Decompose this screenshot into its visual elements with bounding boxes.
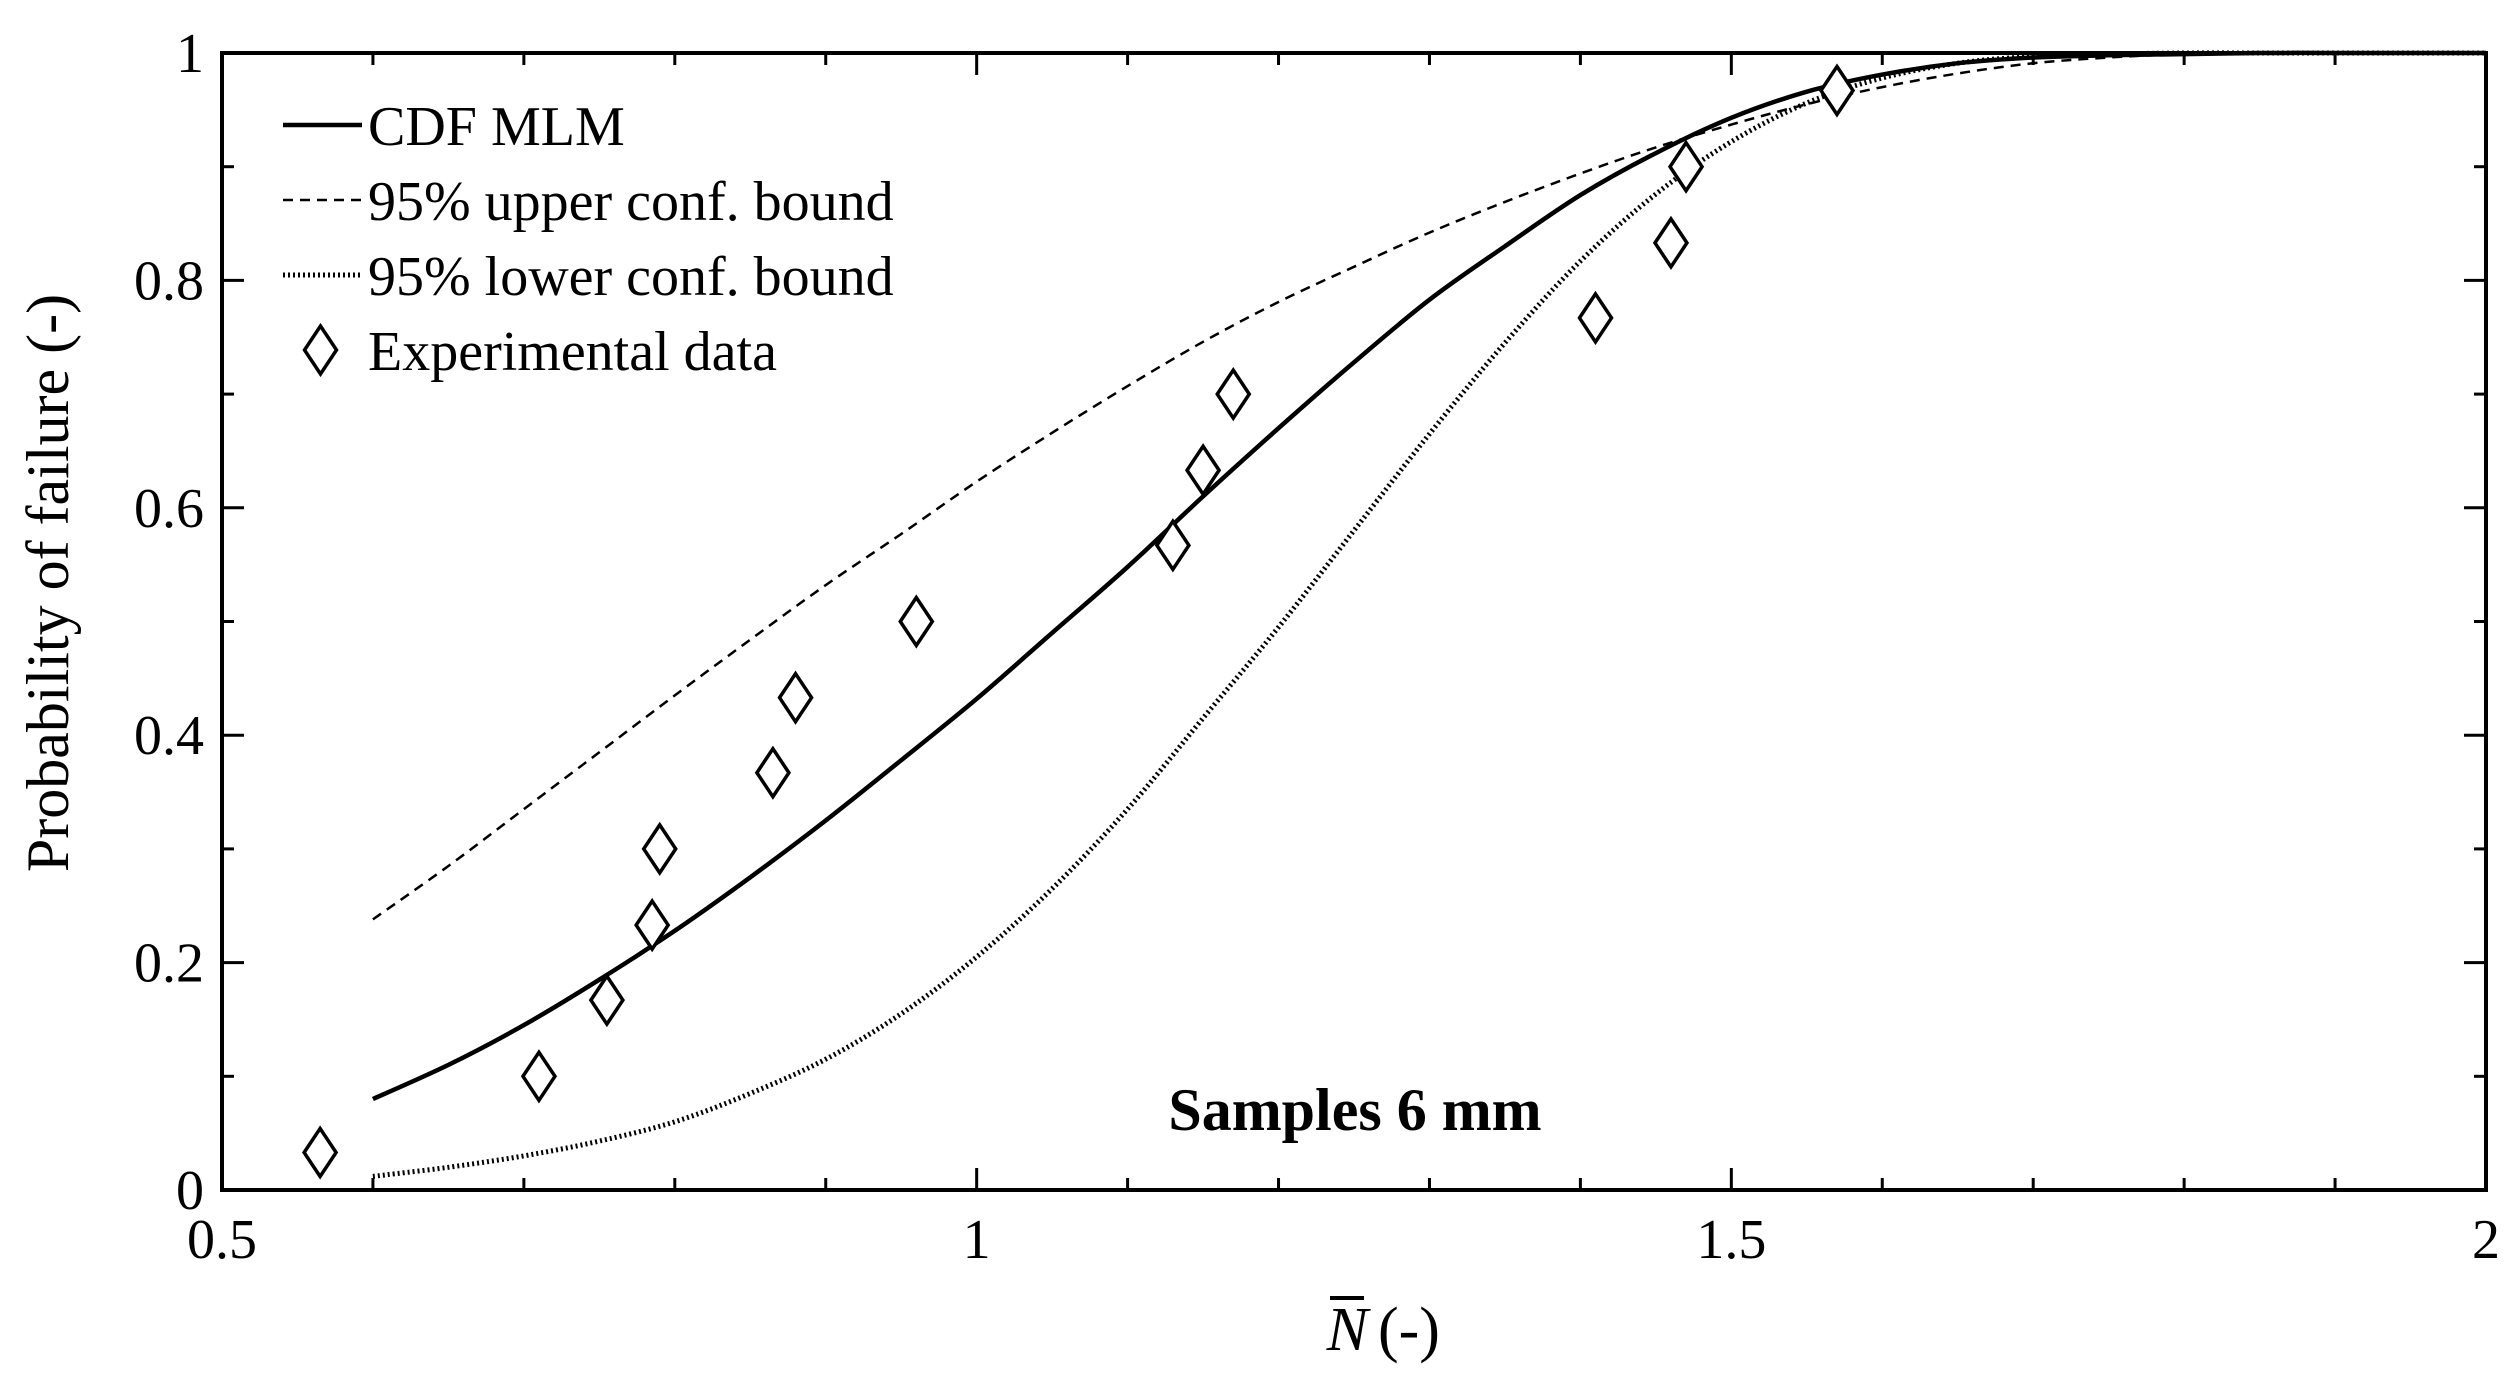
experimental-point	[898, 594, 935, 649]
y-tick-label: 0.8	[134, 250, 204, 312]
experimental-point	[1154, 518, 1191, 573]
legend: CDF MLM 95% upper conf. bound 95% lower co…	[283, 96, 894, 383]
svg-text:N: N	[1326, 1296, 1372, 1364]
experimental-point	[1652, 215, 1690, 271]
x-tick-label: 1.5	[1696, 1209, 1766, 1271]
experimental-point	[520, 1049, 558, 1104]
experimental-point	[754, 745, 792, 800]
y-tick-label: 0.4	[134, 705, 204, 767]
experimental-point	[1667, 139, 1705, 194]
legend-label: CDF MLM	[368, 96, 625, 158]
series-line-dotted	[372, 50, 2486, 1179]
y-tick-label: 0.2	[134, 933, 204, 995]
experimental-point	[302, 1125, 339, 1180]
experimental-point	[1184, 443, 1222, 498]
legend-item: Experimental data	[302, 321, 777, 383]
legend-label: 95% lower conf. bound	[368, 246, 894, 308]
legend-label: 95% upper conf. bound	[368, 171, 894, 233]
y-tick-label: 1	[176, 23, 204, 85]
experimental-point	[641, 821, 678, 877]
x-tick-label: 0.5	[187, 1209, 257, 1271]
experimental-point	[588, 972, 625, 1028]
legend-symbol-diamond	[302, 322, 339, 378]
experimental-point	[1818, 63, 1856, 118]
x-axis-label: N (-)	[1326, 1296, 1440, 1364]
x-tick-label: 2	[2472, 1209, 2500, 1271]
legend-label: Experimental data	[368, 321, 777, 383]
y-axis-label: Probability of failure (-)	[15, 294, 81, 872]
legend-item: CDF MLM	[283, 96, 625, 158]
data-points-group	[302, 63, 1856, 1180]
experimental-point	[1215, 366, 1252, 422]
x-tick-label: 1	[963, 1209, 991, 1271]
y-tick-label: 0	[176, 1160, 204, 1222]
series-group	[371, 50, 2486, 1179]
chart-annotation: Samples 6 mm	[1168, 1077, 1541, 1143]
legend-item: 95% upper conf. bound	[283, 171, 894, 233]
experimental-point	[634, 897, 671, 953]
x-axis-symbol: N	[1326, 1296, 1372, 1364]
experimental-point	[777, 670, 814, 725]
y-tick-label: 0.6	[134, 478, 204, 540]
x-axis-unit: (-)	[1378, 1296, 1440, 1364]
experimental-point	[1577, 290, 1614, 346]
legend-item: 95% lower conf. bound	[283, 246, 894, 308]
axes-group: 0.5 1 1.5 2 0 0.2 0.4 0.6 0.8 1	[134, 23, 2500, 1271]
